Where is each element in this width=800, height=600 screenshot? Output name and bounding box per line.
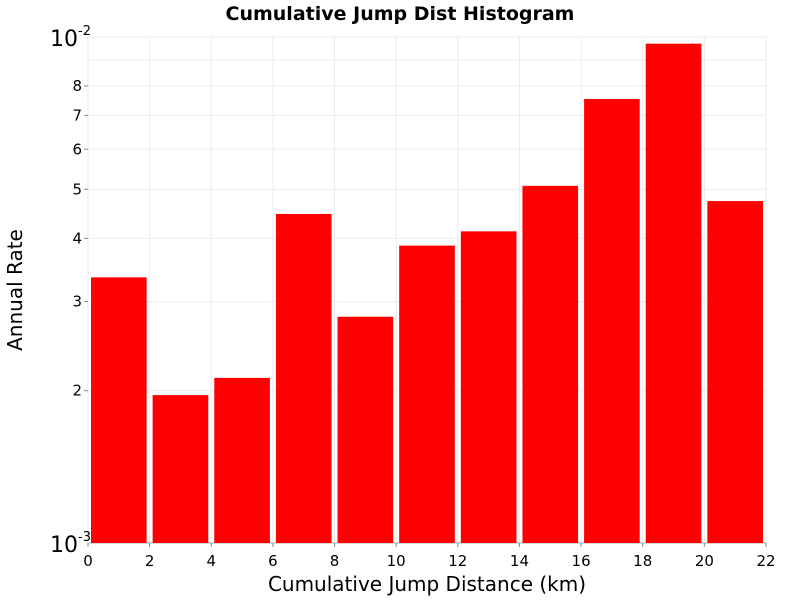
x-tick-label: 6 — [268, 552, 278, 570]
y-axis-ticks: 2 3 4 5 6 7 8 10-3 10-2 — [50, 24, 91, 558]
bar-4 — [275, 213, 332, 543]
x-tick-label: 22 — [756, 552, 775, 570]
bar-9 — [584, 99, 640, 543]
y-major-tick-label: 10-3 — [50, 530, 91, 558]
y-major-tick-label: 10-2 — [50, 24, 91, 52]
y-tick-label: 7 — [72, 106, 82, 124]
y-tick-label: 5 — [72, 180, 82, 198]
x-axis-ticks: 0 2 4 6 8 10 12 14 16 18 20 22 — [83, 543, 776, 570]
bars — [91, 43, 763, 544]
bar-11 — [707, 201, 763, 543]
x-tick-label: 18 — [633, 552, 652, 570]
y-tick-label: 8 — [72, 77, 82, 95]
y-tick-label: 2 — [72, 382, 82, 400]
bar-8 — [522, 185, 579, 544]
x-tick-label: 0 — [83, 552, 93, 570]
x-tick-label: 14 — [510, 552, 529, 570]
x-tick-label: 20 — [695, 552, 714, 570]
bar-2 — [152, 395, 209, 543]
x-tick-label: 12 — [448, 552, 467, 570]
bar-10 — [645, 43, 702, 543]
bar-1 — [91, 277, 147, 543]
bar-7 — [460, 231, 517, 543]
bar-3 — [214, 377, 270, 543]
x-tick-label: 4 — [206, 552, 216, 570]
grid-lines — [87, 36, 767, 543]
y-axis-label: Annual Rate — [3, 229, 27, 351]
bar-5 — [337, 316, 394, 543]
x-axis-label: Cumulative Jump Distance (km) — [268, 572, 586, 596]
y-tick-label: 3 — [72, 293, 82, 311]
x-tick-label: 10 — [387, 552, 406, 570]
bar-6 — [399, 245, 455, 543]
x-tick-label: 2 — [145, 552, 155, 570]
y-tick-label: 4 — [72, 229, 82, 247]
y-tick-label: 6 — [72, 140, 82, 158]
x-tick-label: 8 — [330, 552, 340, 570]
chart-title: Cumulative Jump Dist Histogram — [226, 3, 575, 25]
x-tick-label: 16 — [572, 552, 591, 570]
